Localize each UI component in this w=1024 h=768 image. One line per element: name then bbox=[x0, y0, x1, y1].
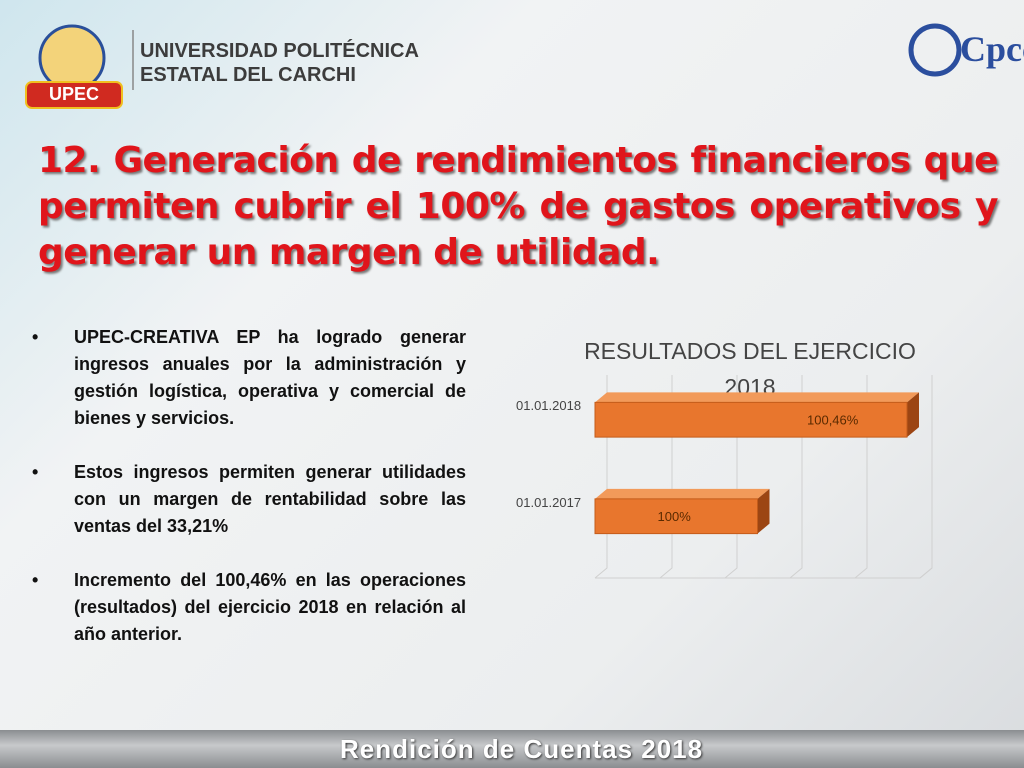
y-tick-label: 01.01.2018 bbox=[516, 398, 582, 414]
bar bbox=[594, 392, 919, 438]
floor bbox=[595, 567, 933, 579]
logo-text: UPEC bbox=[48, 84, 99, 104]
grid-line bbox=[919, 375, 933, 579]
bar bbox=[594, 488, 770, 535]
grid-line bbox=[789, 375, 803, 579]
slide-title: 12. Generación de rendimientos financier… bbox=[38, 140, 999, 273]
footer: Rendición de Cuentas 2018 bbox=[0, 730, 1024, 768]
value-label: 100,46% bbox=[807, 413, 859, 428]
bar-face bbox=[594, 498, 758, 535]
partner-logo: Cpccs bbox=[960, 29, 1024, 69]
value-label: 100% bbox=[658, 509, 692, 524]
footer-text: Rendición de Cuentas 2018 bbox=[340, 734, 704, 764]
bar-face bbox=[594, 401, 908, 438]
university-name: ESTATAL DEL CARCHI bbox=[140, 64, 356, 86]
university-name: UNIVERSIDAD POLITÉCNICA bbox=[140, 40, 419, 62]
grid-line bbox=[594, 375, 608, 579]
partner-mark bbox=[908, 23, 962, 77]
bullet: Estos ingresos permiten generar utilidad… bbox=[32, 459, 466, 540]
bullet-list: UPEC-CREATIVA EP ha logrado generar ingr… bbox=[32, 324, 466, 675]
bar-face bbox=[595, 392, 919, 403]
bar-face bbox=[907, 392, 919, 438]
grid-line bbox=[854, 375, 868, 579]
y-tick-label: 01.01.2017 bbox=[516, 494, 582, 510]
bar-face bbox=[595, 488, 770, 499]
upec-badge bbox=[25, 81, 123, 109]
grid-line bbox=[659, 375, 673, 579]
bullet: UPEC-CREATIVA EP ha logrado generar ingr… bbox=[32, 324, 466, 432]
bullet: Incremento del 100,46% en las operacione… bbox=[32, 567, 466, 648]
grid-line bbox=[724, 375, 738, 579]
bar-face bbox=[757, 488, 770, 534]
